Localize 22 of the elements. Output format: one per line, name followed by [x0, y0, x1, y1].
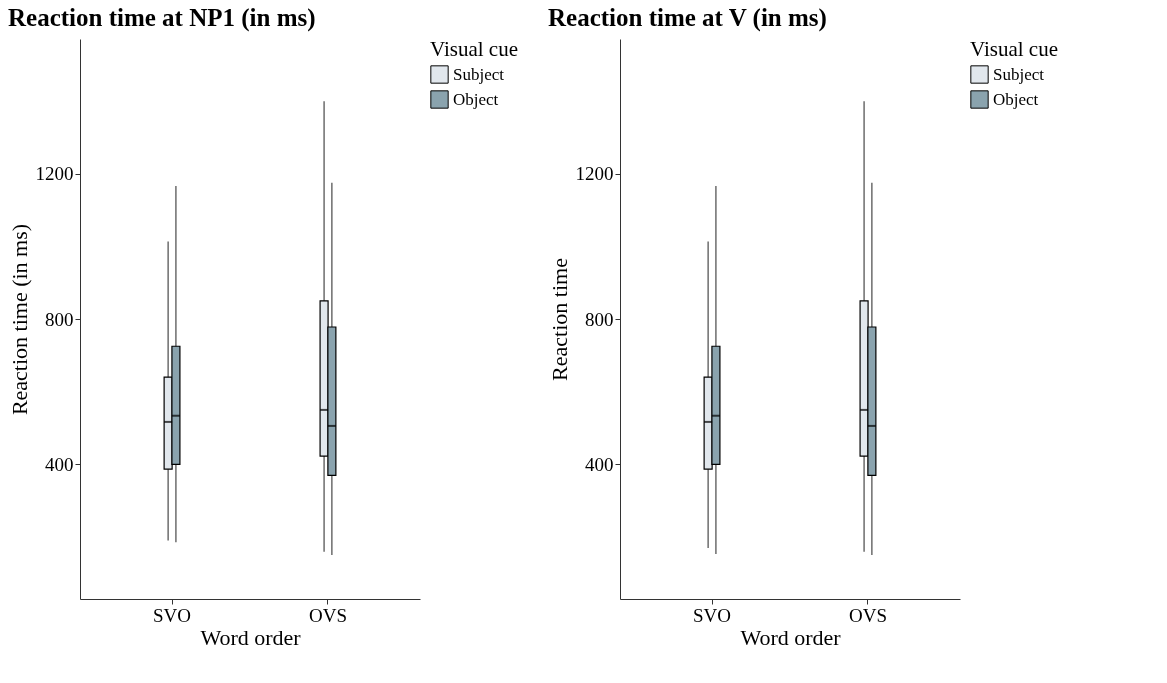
y-tick-label: 800 — [45, 308, 74, 330]
chart-title: Reaction time at NP1 (in ms) — [8, 4, 316, 32]
y-tick-label: 400 — [585, 453, 614, 475]
chart-title: Reaction time at V (in ms) — [548, 4, 827, 32]
y-axis-title: Reaction time — [546, 258, 572, 381]
x-tick-label: OVS — [848, 604, 887, 626]
legend-title: Visual cue — [430, 37, 518, 61]
x-tick-label: OVS — [308, 604, 347, 626]
y-tick-label: 1200 — [35, 163, 74, 185]
y-tick-label: 800 — [585, 308, 614, 330]
x-axis-title: Word order — [740, 624, 842, 650]
x-tick-label: SVO — [693, 604, 732, 626]
x-axis-title: Word order — [200, 624, 302, 650]
legend-title: Visual cue — [970, 37, 1058, 61]
legend-label: Subject — [993, 64, 1045, 84]
y-tick-label: 1200 — [575, 163, 614, 185]
legend-label: Subject — [453, 64, 505, 84]
y-tick-label: 400 — [45, 453, 74, 475]
y-axis-title: Reaction time (in ms) — [6, 223, 32, 416]
x-tick-label: SVO — [153, 604, 192, 626]
legend-label: Object — [993, 89, 1039, 109]
legend-label: Object — [453, 89, 499, 109]
